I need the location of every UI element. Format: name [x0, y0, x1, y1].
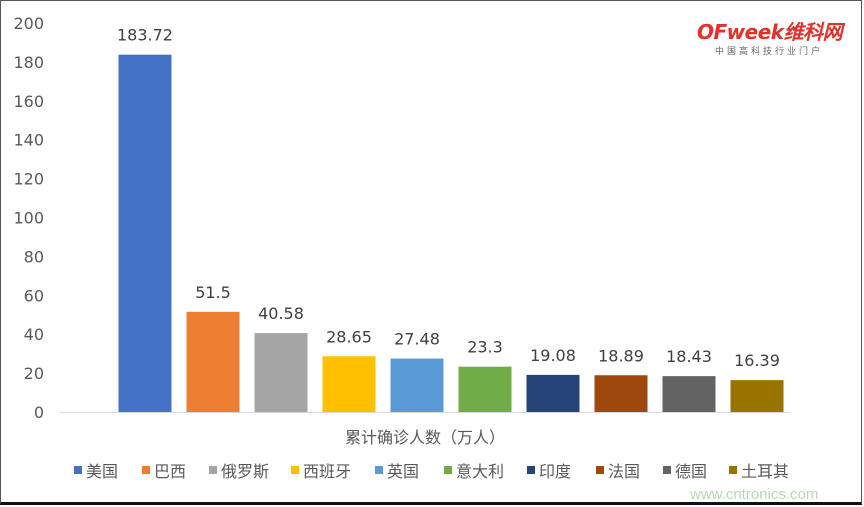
- legend-swatch: [527, 466, 535, 474]
- y-tick-label: 0: [34, 403, 44, 422]
- bar-1: [118, 54, 172, 412]
- data-label: 51.5: [195, 283, 231, 302]
- y-tick-label: 140: [13, 131, 44, 150]
- bar-5: [390, 358, 444, 412]
- data-label: 19.08: [530, 346, 576, 365]
- legend-label: 德国: [675, 462, 707, 481]
- bar-6: [458, 366, 512, 412]
- data-label: 27.48: [394, 330, 440, 349]
- y-tick-label: 60: [24, 286, 44, 305]
- bar-9: [662, 376, 716, 412]
- legend-label: 西班牙: [303, 462, 351, 481]
- y-tick-label: 100: [13, 209, 44, 228]
- bar-3: [254, 333, 308, 412]
- bar-4: [322, 356, 376, 412]
- legend-label: 法国: [608, 462, 640, 481]
- legend-swatch: [596, 466, 604, 474]
- y-tick-label: 180: [13, 53, 44, 72]
- data-label: 28.65: [326, 327, 372, 346]
- legend-swatch: [444, 466, 452, 474]
- legend-label: 巴西: [154, 462, 186, 481]
- y-tick-label: 80: [24, 247, 44, 266]
- y-tick-label: 160: [13, 92, 44, 111]
- bar-2: [186, 311, 240, 412]
- legend-label: 俄罗斯: [221, 462, 269, 481]
- data-label: 16.39: [734, 351, 780, 370]
- legend-swatch: [142, 466, 150, 474]
- y-tick-label: 120: [13, 170, 44, 189]
- legend-label: 印度: [539, 462, 571, 481]
- legend-label: 美国: [86, 462, 118, 481]
- legend-swatch: [663, 466, 671, 474]
- logo-main-text: OFweek维科网: [697, 20, 843, 44]
- bar-8: [594, 375, 648, 412]
- ofweek-logo: OFweek维科网 中国高科技行业门户: [697, 20, 857, 58]
- y-tick-label: 40: [24, 325, 44, 344]
- data-label: 23.3: [467, 338, 503, 357]
- data-label: 183.72: [117, 26, 173, 45]
- x-axis-title: 累计确诊人数（万人）: [345, 428, 505, 447]
- data-label: 40.58: [258, 304, 304, 323]
- watermark: www.cntronics.com: [690, 486, 819, 503]
- legend-swatch: [375, 466, 383, 474]
- legend-swatch: [209, 466, 217, 474]
- bar-10: [730, 380, 784, 412]
- logo-sub-text: 中国高科技行业门户: [715, 47, 824, 57]
- legend-label: 土耳其: [741, 462, 789, 481]
- legend-swatch: [291, 466, 299, 474]
- legend-swatch: [729, 466, 737, 474]
- legend-label: 意大利: [456, 462, 504, 481]
- data-label: 18.89: [598, 346, 644, 365]
- data-label: 18.43: [666, 347, 712, 366]
- y-tick-label: 200: [13, 14, 44, 33]
- y-tick-label: 20: [24, 364, 44, 383]
- bar-7: [526, 374, 580, 412]
- legend-swatch: [74, 466, 82, 474]
- legend-label: 英国: [387, 462, 419, 481]
